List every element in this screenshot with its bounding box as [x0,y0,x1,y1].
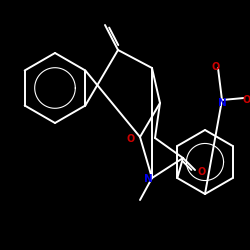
Text: O: O [127,134,135,144]
Text: O: O [198,167,206,177]
Text: O: O [243,95,250,105]
Text: N: N [218,98,226,108]
Text: N: N [144,174,152,184]
Text: O: O [212,62,220,72]
